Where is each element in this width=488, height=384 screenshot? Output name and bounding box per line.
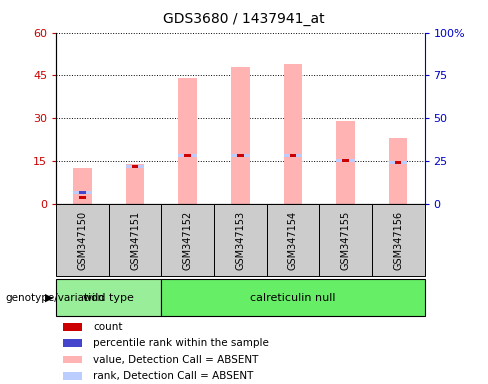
Bar — [389, 138, 407, 204]
Bar — [343, 159, 349, 162]
Bar — [184, 154, 191, 157]
Bar — [126, 165, 144, 168]
Bar — [290, 154, 296, 157]
Text: GDS3680 / 1437941_at: GDS3680 / 1437941_at — [163, 12, 325, 25]
Bar — [63, 323, 82, 331]
Text: GSM347151: GSM347151 — [130, 210, 140, 270]
Text: rank, Detection Call = ABSENT: rank, Detection Call = ABSENT — [93, 371, 253, 381]
Text: ▶: ▶ — [45, 293, 54, 303]
Bar — [237, 154, 244, 157]
Text: GSM347153: GSM347153 — [235, 210, 245, 270]
Bar — [109, 204, 162, 276]
Bar — [231, 154, 249, 157]
Bar — [266, 204, 319, 276]
Bar — [231, 67, 249, 204]
Bar — [389, 161, 407, 164]
Bar — [284, 154, 302, 157]
Bar — [63, 339, 82, 347]
Bar — [319, 204, 372, 276]
Bar — [336, 121, 355, 204]
Bar — [179, 154, 197, 157]
Bar — [395, 161, 402, 164]
Text: percentile rank within the sample: percentile rank within the sample — [93, 338, 269, 348]
Text: genotype/variation: genotype/variation — [5, 293, 104, 303]
Bar — [162, 204, 214, 276]
Bar — [343, 159, 349, 162]
Bar — [56, 204, 109, 276]
Bar — [336, 159, 355, 162]
Bar — [179, 78, 197, 204]
Text: calreticulin null: calreticulin null — [250, 293, 336, 303]
Bar — [284, 64, 302, 204]
Text: GSM347156: GSM347156 — [393, 210, 403, 270]
Text: GSM347152: GSM347152 — [183, 210, 193, 270]
Bar — [372, 204, 425, 276]
Text: wild type: wild type — [83, 293, 134, 303]
Bar — [290, 154, 296, 157]
Bar — [214, 204, 266, 276]
Bar — [63, 372, 82, 380]
Text: GSM347150: GSM347150 — [78, 210, 87, 270]
Bar — [162, 279, 425, 316]
Text: count: count — [93, 322, 122, 332]
Text: value, Detection Call = ABSENT: value, Detection Call = ABSENT — [93, 354, 258, 364]
Bar — [73, 168, 92, 204]
Bar — [237, 154, 244, 157]
Bar — [132, 165, 138, 168]
Text: GSM347155: GSM347155 — [341, 210, 350, 270]
Bar — [132, 165, 138, 168]
Bar — [79, 196, 86, 199]
Bar — [184, 154, 191, 157]
Bar — [73, 191, 92, 194]
Bar — [63, 356, 82, 363]
Bar — [395, 161, 402, 164]
Bar — [79, 191, 86, 194]
Bar — [126, 164, 144, 204]
Text: GSM347154: GSM347154 — [288, 210, 298, 270]
Bar — [56, 279, 162, 316]
